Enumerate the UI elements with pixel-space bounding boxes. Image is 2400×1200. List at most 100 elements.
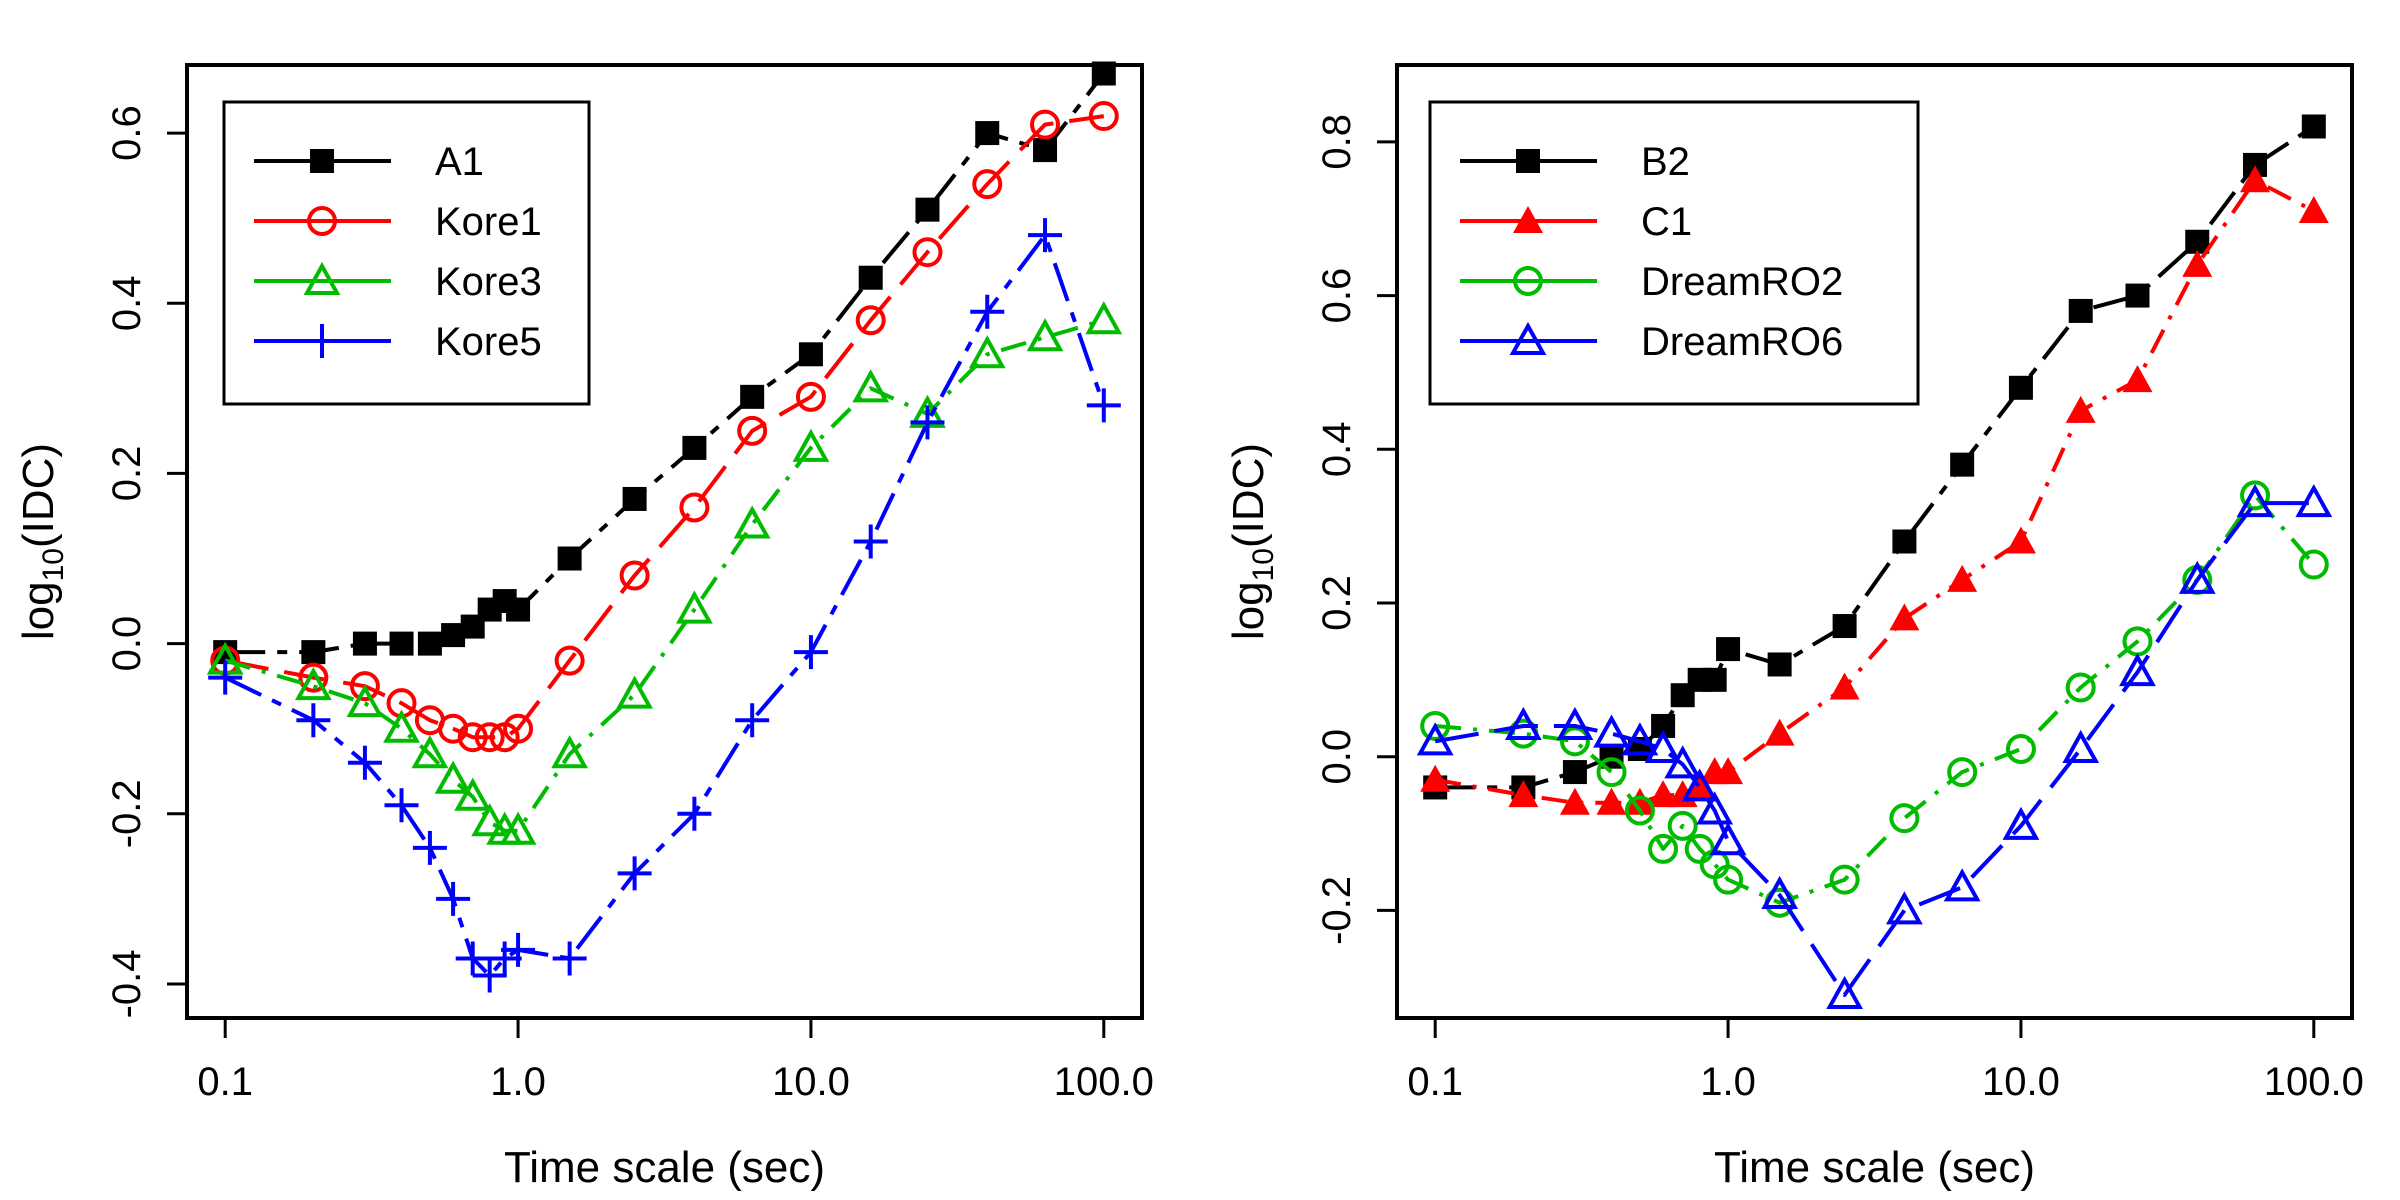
data-point bbox=[792, 428, 830, 462]
legend-label: C1 bbox=[1641, 200, 1692, 244]
data-point bbox=[2178, 560, 2216, 594]
data-point bbox=[411, 735, 449, 769]
data-point bbox=[1684, 772, 1715, 800]
data-point bbox=[798, 342, 823, 367]
data-point bbox=[2240, 480, 2271, 511]
data-point bbox=[1947, 757, 1978, 788]
data-point bbox=[972, 169, 1003, 200]
data-point bbox=[301, 640, 326, 665]
data-point bbox=[2065, 395, 2096, 423]
data-point bbox=[1593, 714, 1630, 748]
data-point bbox=[389, 631, 414, 656]
data-point bbox=[912, 237, 943, 268]
data-point bbox=[2002, 806, 2040, 840]
data-point bbox=[855, 305, 886, 336]
panel-1: 0.1 1.0 10.0 100.0 -0.4 -0.2 0.0 0.2 0.4 0.6 Time … bbox=[14, 61, 1154, 1192]
data-point bbox=[1950, 452, 1975, 477]
y-tick-label: 0.0 bbox=[105, 616, 149, 672]
data-point bbox=[616, 675, 654, 709]
data-point bbox=[968, 335, 1006, 369]
data-point bbox=[679, 492, 710, 523]
data-point bbox=[499, 811, 537, 845]
legend-label: A1 bbox=[435, 140, 484, 184]
data-point bbox=[2005, 734, 2036, 765]
data-point bbox=[1621, 722, 1659, 756]
data-point bbox=[208, 660, 243, 695]
y-axis-title: log10(IDC) bbox=[14, 443, 70, 640]
data-point bbox=[551, 735, 589, 769]
data-point bbox=[1664, 745, 1702, 779]
data-point bbox=[1832, 614, 1857, 639]
y-tick-label: 0.6 bbox=[1315, 268, 1359, 324]
data-point bbox=[1713, 864, 1744, 895]
data-point bbox=[1943, 868, 1981, 902]
legend-marker bbox=[1516, 149, 1540, 173]
data-point bbox=[294, 667, 332, 701]
data-point bbox=[1702, 667, 1727, 692]
data-point bbox=[384, 788, 419, 823]
data-point bbox=[296, 703, 331, 738]
data-point bbox=[2062, 729, 2100, 764]
data-point bbox=[1889, 803, 1920, 834]
data-point bbox=[503, 713, 534, 744]
legend: B2 C1 DreamRO2 DreamRO6 bbox=[1428, 100, 1920, 406]
data-point bbox=[1556, 706, 1594, 740]
data-point bbox=[436, 881, 471, 916]
data-point bbox=[1026, 318, 1064, 352]
y-tick-label: 0.2 bbox=[1315, 575, 1359, 631]
data-point bbox=[1562, 760, 1587, 785]
y-tick-label: 0.2 bbox=[105, 446, 149, 502]
data-point bbox=[454, 777, 492, 811]
x-tick-label: 10.0 bbox=[1982, 1060, 2060, 1104]
data-point bbox=[1696, 791, 1734, 825]
y-tick-label: -0.2 bbox=[1315, 876, 1359, 945]
legend-label: Kore5 bbox=[435, 320, 542, 364]
data-point bbox=[1088, 101, 1119, 132]
legend-marker bbox=[307, 206, 337, 236]
data-point bbox=[1947, 564, 1978, 592]
y-tick-label: -0.2 bbox=[105, 779, 149, 848]
data-point bbox=[2236, 483, 2274, 518]
data-point bbox=[1767, 652, 1792, 677]
data-point bbox=[1028, 218, 1063, 253]
series-line bbox=[224, 318, 1105, 833]
series-c1 bbox=[1420, 165, 2329, 815]
data-point bbox=[1420, 710, 1451, 741]
data-point bbox=[557, 546, 582, 571]
data-point bbox=[552, 941, 587, 976]
data-point bbox=[617, 856, 652, 891]
data-point bbox=[1716, 637, 1741, 662]
data-point bbox=[2182, 249, 2213, 277]
data-point bbox=[347, 745, 382, 780]
data-point bbox=[1761, 875, 1799, 910]
legend-marker bbox=[1509, 321, 1547, 355]
data-point bbox=[501, 932, 536, 967]
series-dreamro6 bbox=[1416, 483, 2333, 1009]
data-point bbox=[853, 524, 888, 559]
data-point bbox=[1596, 757, 1627, 788]
data-point bbox=[2122, 365, 2153, 393]
series-line bbox=[224, 233, 1106, 978]
data-point bbox=[1667, 810, 1698, 841]
legend: A1 Kore1 Kore3 Kore5 bbox=[222, 100, 591, 406]
data-point bbox=[455, 941, 490, 976]
x-tick-label: 10.0 bbox=[772, 1060, 850, 1104]
data-point bbox=[1624, 787, 1655, 815]
y-tick-label: -0.4 bbox=[105, 949, 149, 1018]
data-point bbox=[740, 384, 765, 409]
data-point bbox=[2240, 165, 2271, 193]
y-tick-label: 0.0 bbox=[1315, 729, 1359, 785]
data-point bbox=[2125, 283, 2150, 308]
data-point bbox=[554, 645, 585, 676]
series-dreamro2 bbox=[1420, 480, 2329, 918]
series-line bbox=[1435, 493, 2316, 905]
legend-marker bbox=[310, 149, 334, 173]
data-point bbox=[852, 369, 890, 403]
data-point bbox=[471, 803, 509, 837]
y-axis-title: log10(IDC) bbox=[1224, 443, 1280, 640]
data-point bbox=[2065, 672, 2096, 703]
legend-box bbox=[222, 100, 591, 406]
data-point bbox=[1085, 301, 1123, 335]
y-tick-label: 0.8 bbox=[1315, 114, 1359, 170]
